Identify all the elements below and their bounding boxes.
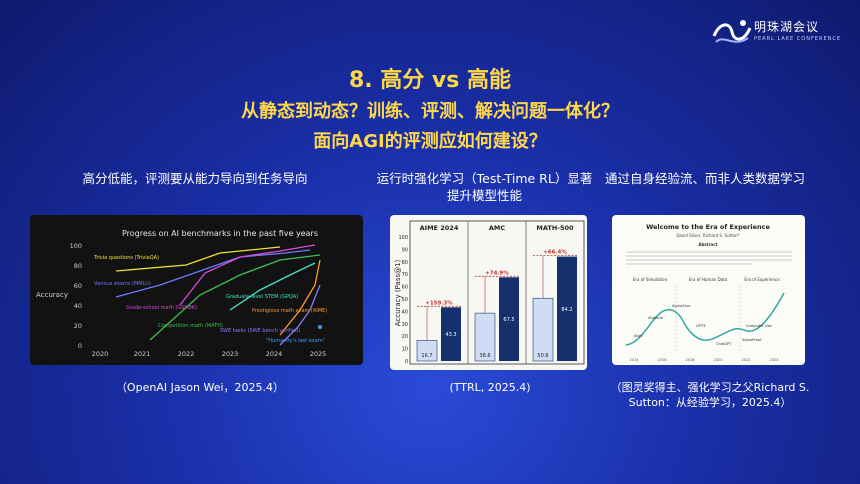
- year-tick: 2018: [686, 358, 695, 362]
- y-tick-label: 80: [402, 260, 408, 266]
- y-tick-label: 70: [402, 272, 408, 278]
- x-tick: 2025: [310, 350, 327, 358]
- fig1-ylabel: Accuracy: [36, 291, 68, 299]
- era-label: Era of Experience: [744, 277, 780, 282]
- gsm8k-series: [179, 244, 316, 306]
- swe-label: SWE tasks (SWE bench verified): [220, 328, 300, 334]
- bar-before-label: 38.6: [479, 353, 490, 359]
- x-tick: 2024: [266, 350, 283, 358]
- slide-subtitle-2: 面向AGI的评测应如何建设？: [313, 131, 547, 152]
- col2-caption: 运行时强化学习（Test-Time RL）显著提升模型性能: [376, 171, 593, 203]
- col3-caption: 通过自身经验流、而非人类数据学习: [604, 171, 805, 186]
- bar-after-label: 43.3: [445, 332, 456, 338]
- bar-after-label: 67.5: [503, 317, 514, 323]
- hle-label: "Humanity's last exam": [266, 338, 325, 344]
- mmlu-label: Various exams (MMLU): [94, 281, 151, 287]
- logo-subtitle: PEARL LAKE CONFERENCE: [754, 36, 842, 42]
- y-tick-label: 100: [398, 235, 408, 241]
- y-tick: 0: [78, 342, 82, 350]
- x-tick: 2020: [92, 350, 109, 358]
- group-title: AIME 2024: [420, 224, 459, 232]
- y-tick-label: 20: [402, 334, 408, 340]
- aime-series: [279, 259, 321, 336]
- milestone-label: Atari: [634, 334, 642, 338]
- col2-source: (TTRL, 2025.4): [449, 381, 531, 394]
- gain-label: +66.4%: [543, 250, 567, 256]
- y-tick: 60: [74, 282, 82, 290]
- logo-name: 明珠湖会议: [754, 20, 820, 34]
- milestone-label: GPT3: [696, 324, 705, 328]
- year-tick: 2024: [770, 358, 780, 362]
- era-label: Era of Simulation: [633, 277, 668, 282]
- aime-label: Prestigious math exam (AIME): [252, 308, 327, 314]
- milestone-label: ChatGPT: [716, 342, 732, 346]
- abstract-title: Abstract: [698, 242, 717, 247]
- group-title: MATH-500: [536, 224, 574, 232]
- slide-title: 8. 高分 vs 高能: [348, 68, 512, 93]
- math-series: [149, 254, 321, 341]
- y-tick-label: 0: [405, 359, 408, 365]
- y-tick-label: 30: [402, 322, 408, 328]
- gain-label: +74.9%: [485, 270, 509, 276]
- pearl-lake-logo-icon: [712, 20, 752, 43]
- col1-source: （OpenAI Jason Wei，2025.4）: [115, 381, 285, 394]
- group-title: AMC: [489, 224, 505, 232]
- y-tick-label: 50: [402, 297, 408, 303]
- y-tick-label: 60: [402, 285, 408, 291]
- y-tick: 100: [70, 242, 82, 250]
- paper-heading: Welcome to the Era of Experience: [646, 223, 770, 231]
- y-tick-label: 40: [402, 309, 408, 315]
- paper-authors: David Silver, Richard S. Sutton*: [676, 233, 739, 238]
- swe-series: [279, 284, 321, 346]
- y-tick-label: 10: [402, 347, 408, 353]
- year-tick: 2014: [630, 358, 640, 362]
- x-tick: 2022: [178, 350, 195, 358]
- year-tick: 2020: [714, 358, 723, 362]
- gpqa-label: Graduate-level STEM (GPQA): [226, 294, 298, 300]
- ttrl-bar-chart: Accuracy (Pass@1) 0 10 20 30 40 50 60 70 80 90 100…: [390, 215, 587, 370]
- benchmark-progress-figure: Progress on AI benchmarks in the past fi…: [30, 215, 363, 365]
- bar-before-label: 50.6: [537, 353, 548, 359]
- col3-source: （图灵奖得主、强化学习之父Richard S. Sutton：从经验学习，202…: [610, 381, 810, 409]
- era-of-experience-figure: Welcome to the Era of Experience David S…: [612, 215, 805, 365]
- bar-after: [441, 307, 461, 361]
- y-tick-label: 90: [402, 247, 408, 253]
- bar-before-label: 16.7: [421, 353, 432, 359]
- milestone-label: AlphaGo: [648, 316, 663, 320]
- bar-after: [557, 256, 577, 361]
- year-tick: 2022: [742, 358, 751, 362]
- milestone-label: AlphaZero: [672, 304, 691, 308]
- hle-point: [318, 325, 322, 329]
- experience-curve: [625, 292, 785, 346]
- x-tick: 2023: [222, 350, 239, 358]
- year-tick: 2016: [658, 358, 667, 362]
- gain-label: +159.3%: [425, 300, 453, 306]
- trivia-label: Trivia questions (TriviaQA): [93, 255, 159, 261]
- gsm8k-label: Grade-school math (GSM8K): [126, 305, 197, 311]
- slide-subtitle-1: 从静态到动态？训练、评测、解决问题一体化？: [241, 101, 619, 122]
- chart-ylabel: Accuracy (Pass@1): [394, 259, 402, 326]
- gpqa-series: [229, 262, 316, 311]
- y-tick: 40: [74, 302, 82, 310]
- trivia-series: [115, 246, 281, 272]
- conference-logo: 明珠湖会议 PEARL LAKE CONFERENCE: [712, 14, 842, 54]
- math-label: Competition math (MATH): [158, 323, 223, 329]
- era-label: Era of Human Data: [689, 277, 728, 282]
- fig1-title: Progress on AI benchmarks in the past fi…: [122, 229, 318, 238]
- milestone-label: Computer Use: [746, 324, 773, 328]
- y-tick: 80: [74, 262, 82, 270]
- col1-caption: 高分低能，评测要从能力导向到任务导向: [82, 171, 308, 186]
- y-tick: 20: [74, 322, 82, 330]
- mmlu-series: [115, 249, 311, 298]
- x-tick: 2021: [134, 350, 151, 358]
- milestone-label: AlphaProof: [742, 338, 762, 342]
- bar-before: [532, 297, 554, 362]
- bar-after: [499, 277, 519, 361]
- bar-after-label: 84.2: [561, 307, 572, 313]
